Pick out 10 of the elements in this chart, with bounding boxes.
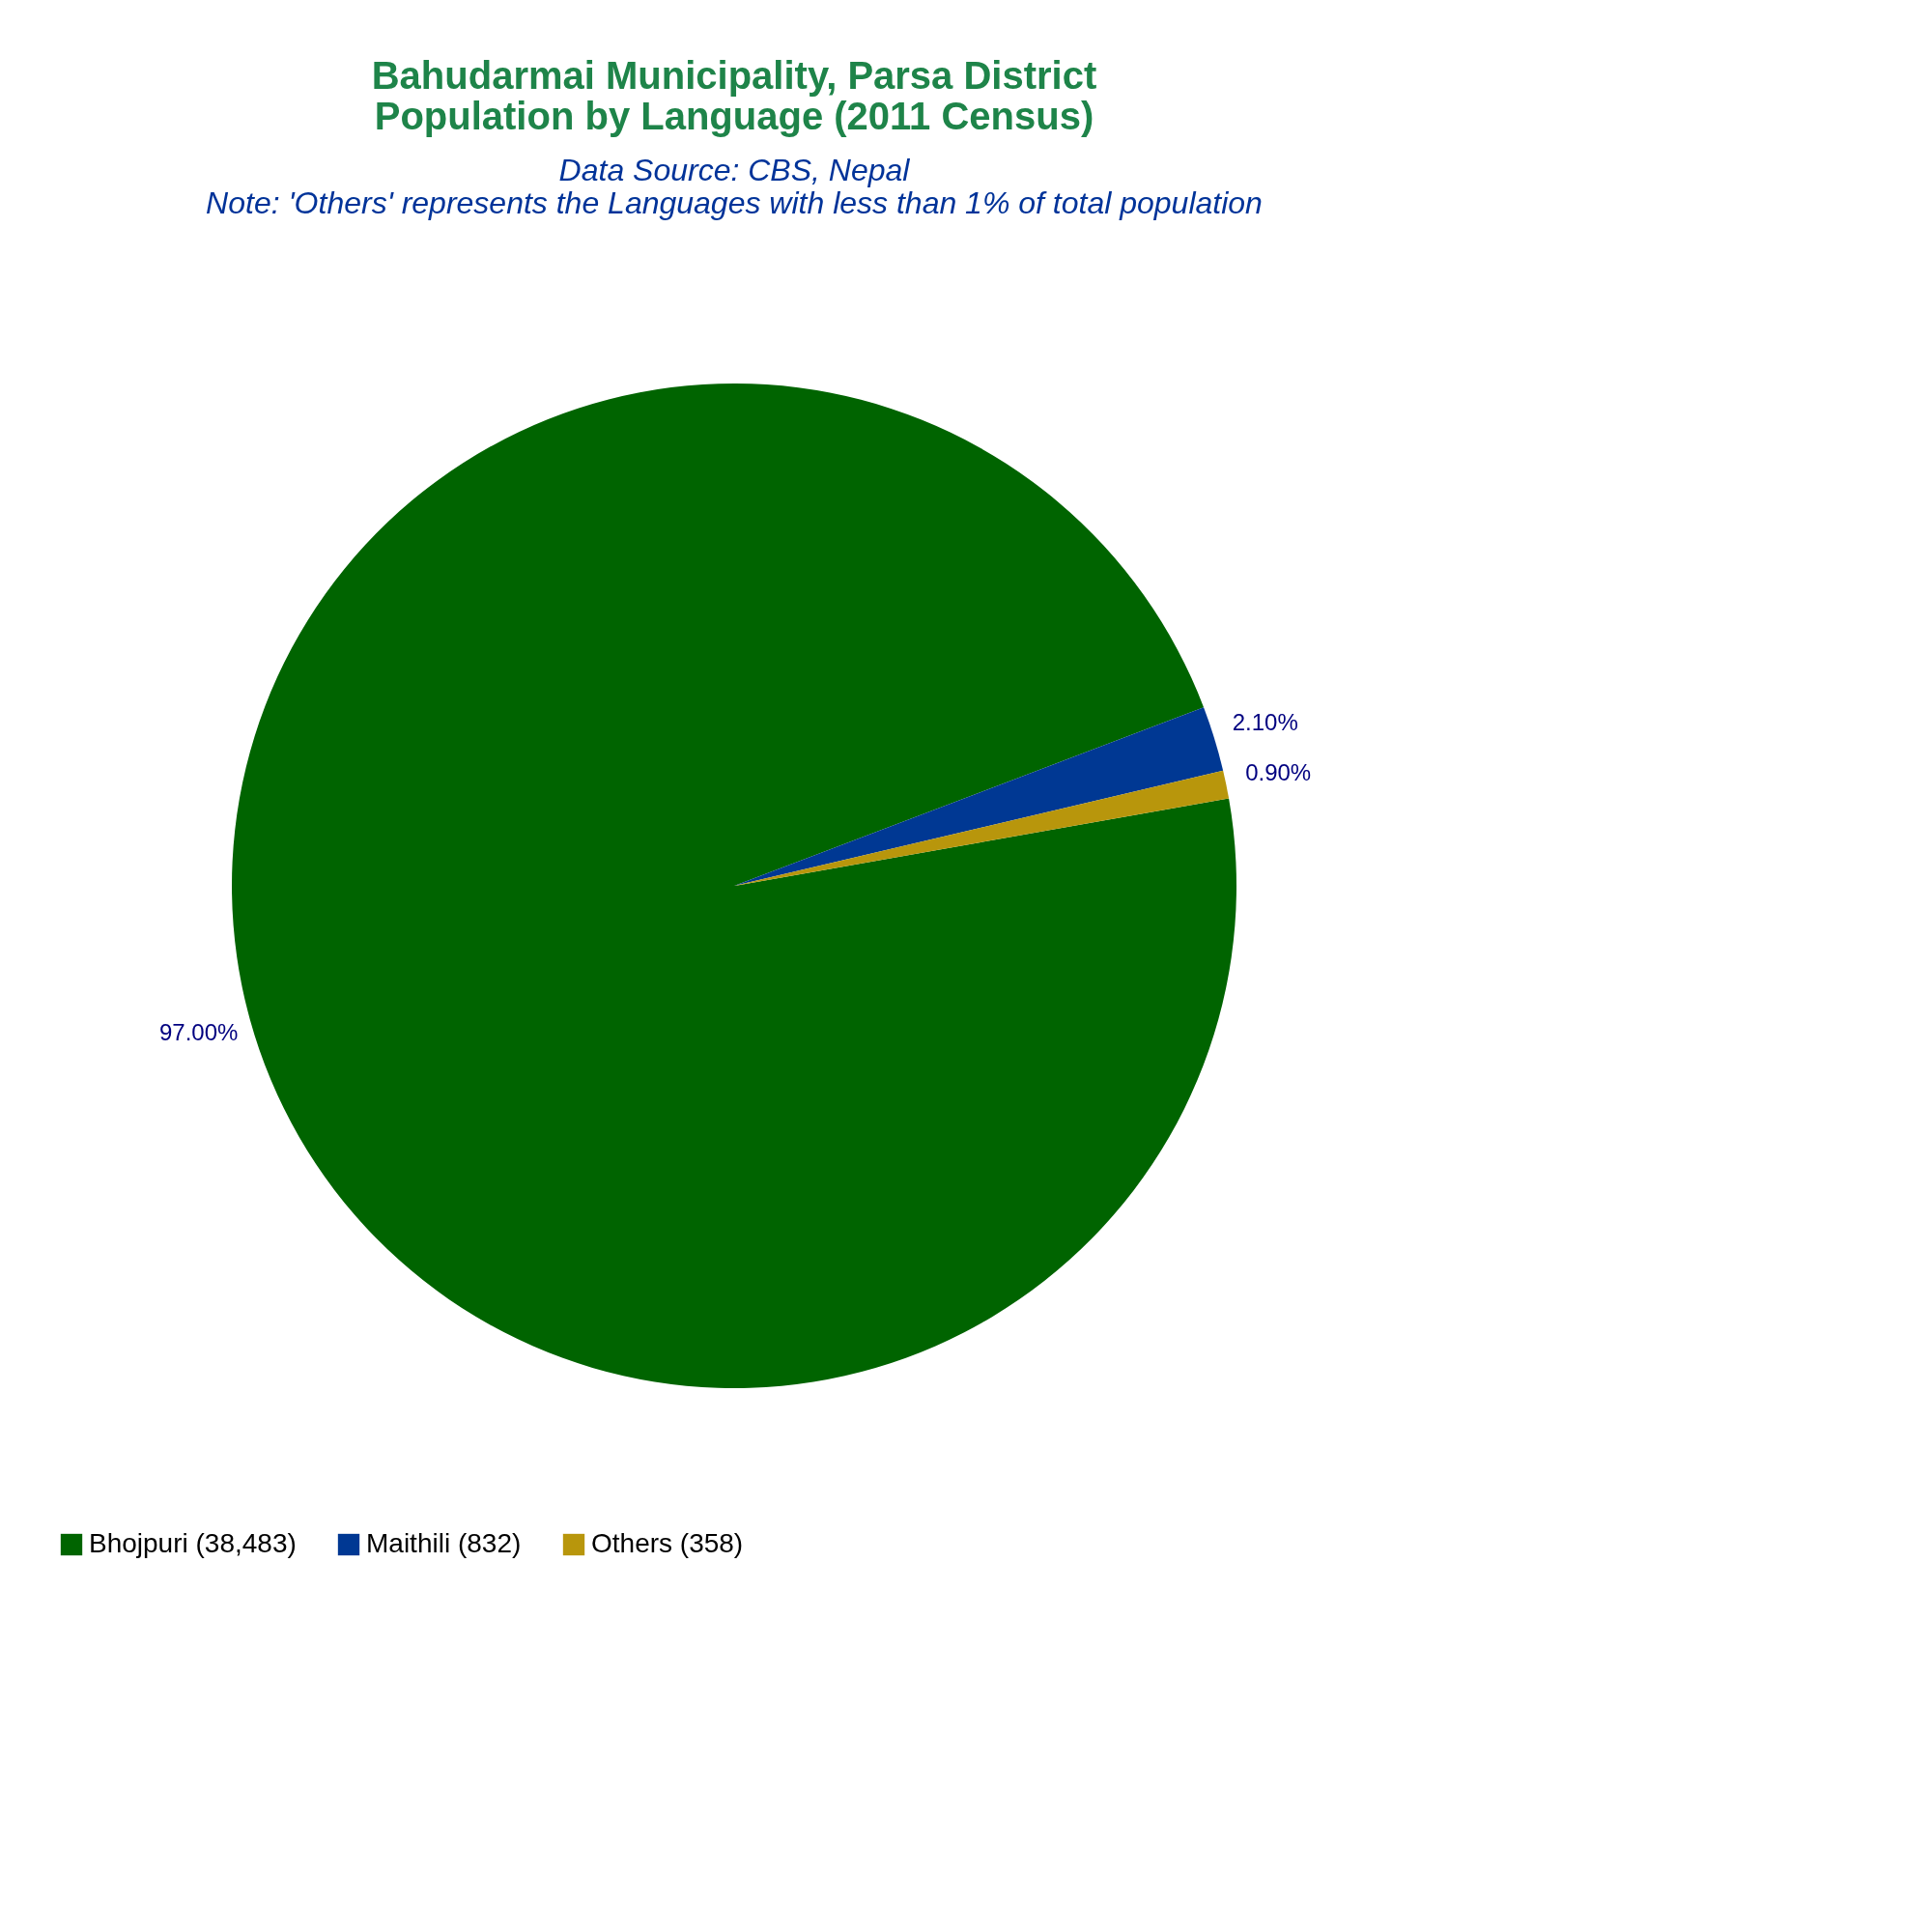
- text: Bahudarmai Municipality, Parsa District: [371, 54, 1097, 97]
- pie-slice: [734, 770, 1230, 886]
- chart-subtitle: Data Source: CBS, Nepal: [558, 153, 911, 187]
- data-label: 2.10%: [1232, 708, 1298, 735]
- data-label: 0.90%: [1245, 759, 1312, 786]
- legend-label: Maithili (832): [366, 1528, 522, 1558]
- legend-label: Others (358): [591, 1528, 744, 1558]
- pie-slice: [734, 707, 1224, 886]
- legend-label: Bhojpuri (38,483): [89, 1528, 297, 1558]
- data-label: 97.00%: [158, 1018, 239, 1045]
